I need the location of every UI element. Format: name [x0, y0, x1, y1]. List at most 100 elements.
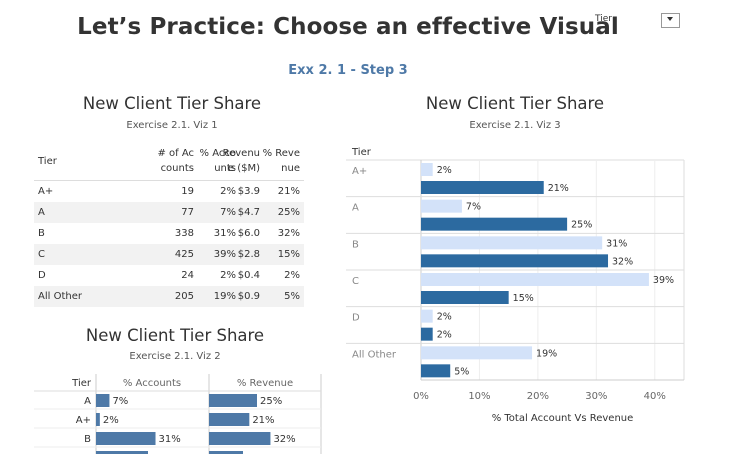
- cell-accounts: 425: [174, 249, 194, 260]
- data-label: 19%: [536, 348, 557, 359]
- bar: [421, 217, 568, 231]
- cell-revenue: $6.0: [237, 228, 260, 239]
- cell-accounts: 24: [181, 270, 194, 281]
- data-label: 5%: [454, 366, 469, 377]
- bar: [421, 291, 509, 304]
- table-row: A+ 19 2% $3.9 21%: [34, 181, 304, 202]
- tier-label: B: [352, 239, 359, 250]
- series-header-label: % Revenue: [237, 378, 293, 389]
- col-tier-header: Tier: [38, 156, 57, 167]
- cell-pct-revenue: 21%: [277, 186, 300, 197]
- tier-label: A+: [76, 415, 91, 426]
- row-tier: D: [38, 270, 46, 281]
- viz2-subtitle: Exercise 2.1. Viz 2: [129, 351, 221, 362]
- col-pct-revenue-header: % Reve nue: [262, 148, 300, 174]
- data-label: 21%: [548, 183, 569, 194]
- data-label: 31%: [159, 434, 181, 445]
- data-label: 2%: [103, 415, 119, 426]
- data-label: 7%: [466, 202, 481, 213]
- cell-pct-revenue: 25%: [277, 207, 300, 218]
- viz2-title: New Client Tier Share: [85, 326, 265, 345]
- row-tier: B: [38, 228, 45, 239]
- viz3-title: New Client Tier Share: [425, 94, 605, 113]
- bar: [421, 327, 433, 341]
- table-row: All Other 205 19% $0.9 5%: [34, 286, 304, 307]
- bar: [421, 346, 533, 360]
- x-tick-label: 20%: [527, 391, 549, 402]
- tier-label: B: [84, 434, 91, 445]
- row-header-label: Tier: [351, 147, 372, 158]
- data-label: 21%: [252, 415, 274, 426]
- bar: [421, 181, 544, 194]
- cell-revenue: $2.8: [237, 249, 260, 260]
- bar: [421, 254, 609, 268]
- cell-revenue: $4.7: [237, 207, 260, 218]
- viz1-table: Tier # of Ac counts % Acco unts Revenu e ($…: [34, 146, 304, 307]
- bar: [421, 199, 462, 213]
- tier-label: D: [352, 313, 360, 324]
- table-row: C 425 39% $2.8 15%: [34, 244, 304, 265]
- table-row: D 24 2% $0.4 2%: [34, 265, 304, 286]
- data-label: 7%: [112, 396, 128, 407]
- cell-pct-revenue: 5%: [284, 291, 300, 302]
- data-label: 15%: [513, 293, 534, 304]
- x-tick-label: 0%: [413, 391, 429, 402]
- tier-label: A: [84, 396, 91, 407]
- bar: [421, 364, 451, 378]
- col-accounts-header: # of Ac counts: [157, 148, 194, 174]
- bar: [209, 432, 271, 445]
- x-tick-label: 10%: [468, 391, 490, 402]
- x-axis-label: % Total Account Vs Revenue: [492, 413, 634, 424]
- data-label: 32%: [612, 256, 633, 267]
- data-label: 25%: [260, 396, 282, 407]
- data-label: 25%: [571, 220, 592, 231]
- bar: [209, 394, 257, 407]
- table-row: A 77 7% $4.7 25%: [34, 202, 304, 223]
- tier-filter-dropdown[interactable]: [661, 13, 680, 28]
- bar: [421, 273, 649, 286]
- cell-pct-revenue: 2%: [284, 270, 300, 281]
- bar-partial: [209, 451, 243, 454]
- bar-partial: [96, 451, 148, 454]
- cell-accounts: 77: [181, 207, 194, 218]
- cell-pct-accounts: 2%: [220, 186, 236, 197]
- cell-accounts: 19: [181, 186, 194, 197]
- x-tick-label: 40%: [644, 391, 666, 402]
- col-revenue-header: Revenu e ($M): [222, 148, 260, 174]
- tier-filter-label: Tier: [595, 14, 612, 24]
- x-tick-label: 30%: [585, 391, 607, 402]
- cell-pct-accounts: 31%: [213, 228, 236, 239]
- cell-accounts: 205: [174, 291, 194, 302]
- row-header-label: Tier: [71, 378, 92, 389]
- cell-pct-accounts: 2%: [220, 270, 236, 281]
- data-label: 2%: [437, 165, 452, 176]
- cell-revenue: $0.4: [237, 270, 260, 281]
- bar: [96, 432, 156, 445]
- data-label: 2%: [437, 312, 452, 323]
- bar: [96, 394, 110, 407]
- data-label: 31%: [606, 238, 627, 249]
- row-tier: C: [38, 249, 45, 260]
- page-subtitle: Exx 2. 1 - Step 3: [288, 63, 408, 77]
- viz3-subtitle: Exercise 2.1. Viz 3: [469, 120, 561, 131]
- data-label: 32%: [273, 434, 295, 445]
- bar: [209, 413, 250, 426]
- table-row: B 338 31% $6.0 32%: [34, 223, 304, 244]
- page-title: Let’s Practice: Choose an effective Visu…: [77, 14, 619, 40]
- data-label: 39%: [653, 275, 674, 286]
- viz1-subtitle: Exercise 2.1. Viz 1: [126, 120, 218, 131]
- row-tier: A: [38, 207, 45, 218]
- chevron-down-icon: [667, 17, 673, 21]
- cell-pct-accounts: 19%: [213, 291, 236, 302]
- cell-pct-revenue: 15%: [277, 249, 300, 260]
- cell-accounts: 338: [174, 228, 194, 239]
- tier-label: A+: [352, 166, 367, 177]
- bar: [421, 309, 433, 323]
- data-label: 2%: [437, 330, 452, 341]
- tier-label: All Other: [352, 349, 397, 360]
- cell-pct-accounts: 39%: [213, 249, 236, 260]
- viz1-title: New Client Tier Share: [82, 94, 262, 113]
- cell-revenue: $0.9: [237, 291, 260, 302]
- row-tier: All Other: [38, 291, 82, 302]
- row-tier: A+: [38, 186, 54, 197]
